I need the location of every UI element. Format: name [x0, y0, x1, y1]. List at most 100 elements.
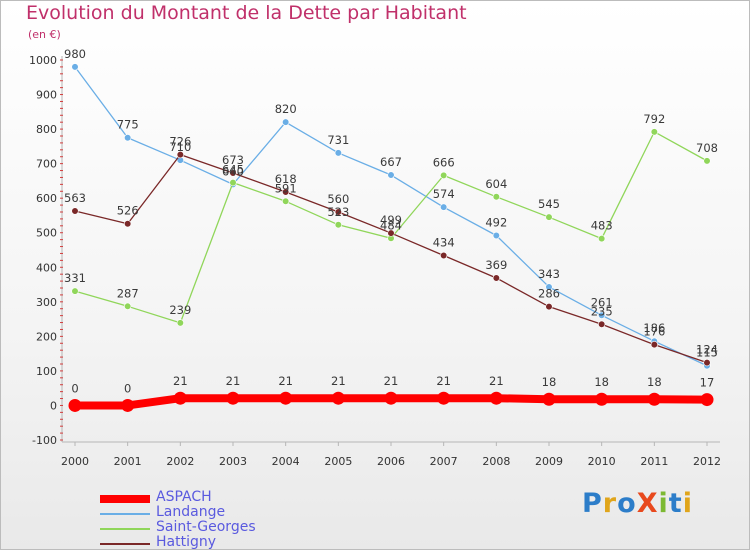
data-point — [71, 287, 79, 295]
x-tick-label: 2007 — [430, 455, 458, 468]
data-label: 726 — [169, 135, 191, 149]
data-point — [650, 341, 658, 349]
data-label: 980 — [64, 47, 86, 61]
data-label: 369 — [485, 258, 507, 272]
data-label: 0 — [124, 381, 131, 395]
data-label: 563 — [64, 191, 86, 205]
data-label: 731 — [327, 133, 349, 147]
data-label: 666 — [433, 155, 455, 169]
x-tick-label: 2012 — [693, 455, 721, 468]
legend-swatch — [100, 528, 150, 530]
data-point — [387, 171, 395, 179]
data-label: 673 — [222, 153, 244, 167]
data-point — [542, 392, 556, 406]
data-label: 484 — [380, 218, 402, 232]
legend-swatch — [100, 513, 150, 515]
proxiti-logo: ProXiti — [582, 488, 693, 519]
x-tick-label: 2000 — [61, 455, 89, 468]
data-point — [282, 188, 290, 196]
data-point — [71, 207, 79, 215]
legend-item-aspach: ASPACH — [100, 489, 340, 507]
data-label: 591 — [275, 181, 297, 195]
legend-item-saint-georges: Saint-Georges — [100, 519, 340, 537]
data-label: 523 — [327, 205, 349, 219]
data-label: 261 — [591, 295, 613, 309]
y-tick-label: -100 — [32, 434, 57, 447]
data-point — [598, 320, 606, 328]
data-label: 820 — [275, 102, 297, 116]
data-point — [492, 193, 500, 201]
data-point — [282, 197, 290, 205]
data-label: 21 — [384, 374, 399, 388]
data-label: 645 — [222, 163, 244, 177]
data-label: 17 — [700, 376, 715, 390]
data-point — [124, 302, 132, 310]
data-point — [440, 171, 448, 179]
unit-label: (en €) — [28, 28, 61, 41]
data-label: 775 — [117, 118, 139, 132]
chart-title: Evolution du Montant de la Dette par Hab… — [26, 2, 467, 24]
data-point — [437, 391, 451, 405]
data-point — [124, 220, 132, 228]
data-label: 710 — [169, 140, 191, 154]
data-label: 21 — [489, 374, 504, 388]
data-point — [647, 392, 661, 406]
data-point — [229, 169, 237, 177]
series-group — [68, 63, 714, 412]
series-line-hattigny — [74, 154, 708, 364]
data-point — [489, 391, 503, 405]
data-point — [176, 319, 184, 327]
data-point — [226, 391, 240, 405]
legend-item-hattigny: Hattigny — [100, 534, 340, 552]
data-label: 235 — [591, 304, 613, 318]
data-label: 526 — [117, 204, 139, 218]
data-point — [492, 231, 500, 240]
legend-swatch — [100, 543, 150, 545]
data-label: 18 — [594, 375, 609, 389]
data-point — [173, 391, 187, 405]
x-tick-label: 2008 — [482, 455, 510, 468]
data-point — [124, 134, 132, 142]
data-point — [387, 229, 395, 237]
y-tick-label: 200 — [36, 330, 57, 343]
y-ticks: -100 0 100 200 300 400 500 600 700 800 900 1000 — [29, 54, 57, 447]
data-point — [492, 274, 500, 282]
data-label: 792 — [643, 112, 665, 126]
data-label: 604 — [485, 177, 507, 191]
data-label: 640 — [222, 164, 244, 178]
x-tick-label: 2006 — [377, 455, 405, 468]
data-point — [545, 283, 553, 291]
data-label: 499 — [380, 213, 402, 227]
data-label: 18 — [647, 375, 662, 389]
data-point — [71, 63, 79, 71]
data-label: 124 — [696, 343, 718, 357]
data-label: 0 — [71, 381, 78, 395]
data-label: 331 — [64, 271, 86, 285]
y-tick-label: 600 — [36, 192, 57, 205]
y-tick-label: 100 — [36, 365, 57, 378]
data-point — [440, 251, 448, 260]
data-point — [121, 398, 135, 412]
x-tick-label: 2003 — [219, 455, 247, 468]
data-point — [598, 311, 606, 319]
data-point — [229, 179, 237, 187]
x-tick-label: 2009 — [535, 455, 563, 468]
data-point — [595, 392, 609, 406]
y-tick-label: 900 — [36, 89, 57, 102]
data-label: 18 — [542, 375, 557, 389]
data-label: 492 — [485, 215, 507, 229]
x-tick-label: 2005 — [324, 455, 352, 468]
legend-label: ASPACH — [156, 489, 212, 505]
x-tick-label: 2011 — [640, 455, 668, 468]
y-tick-label: 0 — [50, 399, 57, 412]
data-label: 560 — [327, 192, 349, 206]
data-label: 708 — [696, 141, 718, 155]
data-point — [384, 391, 398, 405]
data-point — [650, 128, 658, 136]
x-ticks: 2000 2001 2002 2003 2004 2005 2006 2007 2008 2009… — [61, 442, 721, 468]
legend-item-landange: Landange — [100, 504, 340, 522]
legend-label: Saint-Georges — [156, 519, 256, 535]
legend-label: Hattigny — [156, 534, 217, 550]
